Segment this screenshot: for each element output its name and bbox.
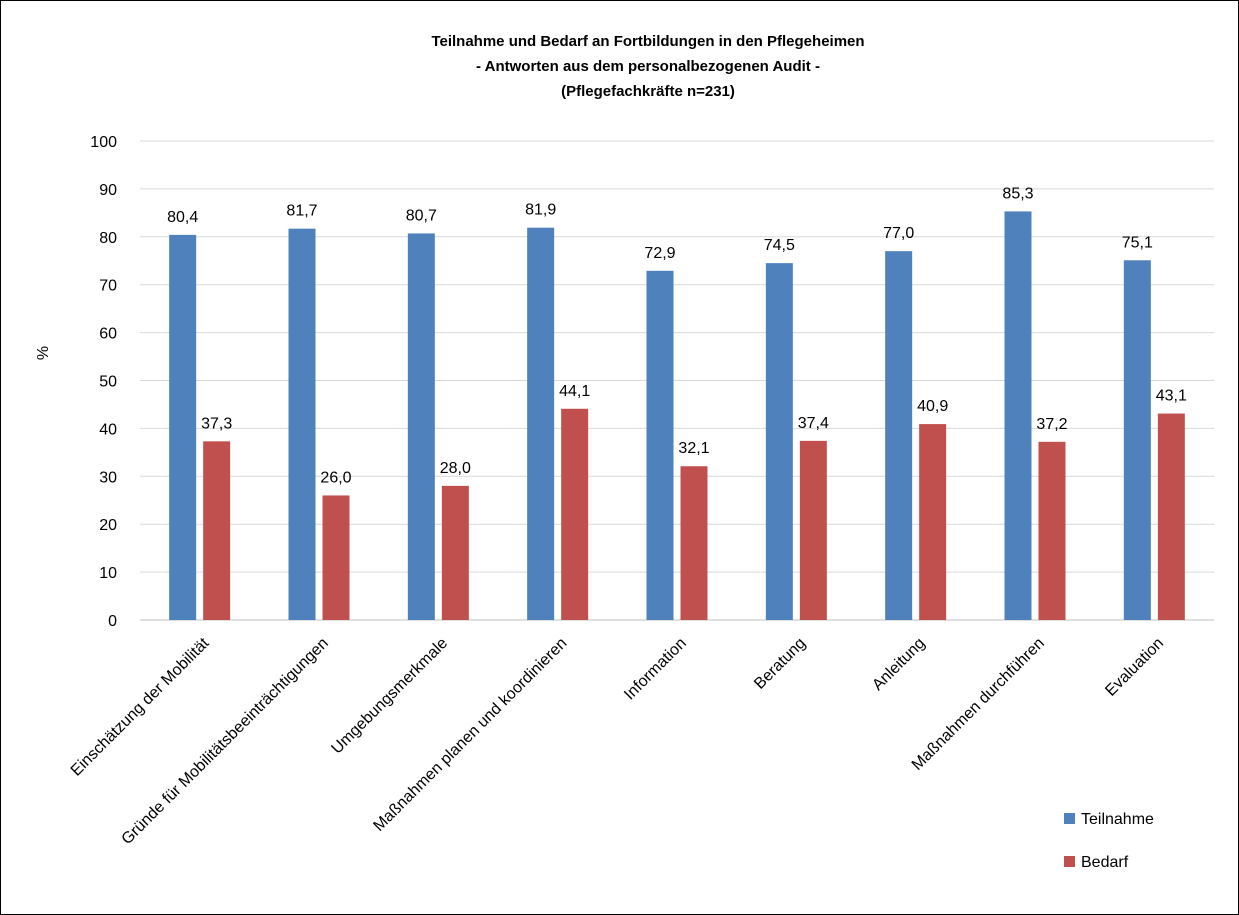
data-label-teilnahme-5: 72,9 (644, 245, 675, 262)
data-label-teilnahme-4: 81,9 (525, 202, 556, 219)
chart-title-line-2: - Antworten aus dem personalbezogenen Au… (476, 58, 820, 75)
chart-title: Teilnahme und Bedarf an Fortbildungen in… (431, 33, 864, 100)
y-tick-label: 50 (99, 374, 117, 391)
x-category-label-3: Umgebungsmerkmale (328, 635, 451, 758)
chart-title-line-1: Teilnahme und Bedarf an Fortbildungen in… (431, 33, 864, 50)
bars (169, 211, 1185, 621)
bar-bedarf-4 (561, 408, 589, 620)
data-label-bedarf-8: 37,2 (1036, 416, 1067, 433)
data-label-bedarf-2: 26,0 (320, 469, 351, 486)
data-label-bedarf-3: 28,0 (440, 460, 471, 477)
y-axis-ticks: 0 10 20 30 40 50 60 70 80 90 100 (90, 134, 117, 630)
gridlines (140, 140, 1214, 621)
x-category-label-6: Beratung (751, 635, 809, 693)
bar-bedarf-2 (322, 495, 350, 620)
legend-label-teilnahme: Teilnahme (1081, 811, 1154, 828)
y-tick-label: 0 (108, 613, 117, 630)
data-label-bedarf-5: 32,1 (678, 440, 709, 457)
bar-bedarf-8 (1038, 441, 1066, 620)
data-labels: 80,4 37,3 81,7 26,0 80,7 28,0 81,9 44,1 72,9 32,1… (167, 185, 1187, 486)
y-tick-label: 100 (90, 134, 117, 151)
data-label-teilnahme-8: 85,3 (1002, 185, 1033, 202)
bar-teilnahme-7 (885, 251, 913, 621)
legend-swatch-teilnahme (1064, 813, 1075, 824)
data-label-bedarf-6: 37,4 (798, 415, 829, 432)
bar-teilnahme-4 (527, 227, 555, 620)
data-label-bedarf-1: 37,3 (201, 415, 232, 432)
x-category-label-4: Maßnahmen planen und koordinieren (370, 635, 570, 835)
bar-teilnahme-6 (765, 263, 793, 620)
legend-label-bedarf: Bedarf (1081, 854, 1129, 871)
x-category-label-5: Information (621, 635, 690, 704)
data-label-teilnahme-9: 75,1 (1122, 234, 1153, 251)
data-label-teilnahme-1: 80,4 (167, 209, 198, 226)
y-tick-label: 40 (99, 421, 117, 438)
data-label-bedarf-7: 40,9 (917, 398, 948, 415)
bar-bedarf-7 (919, 424, 947, 620)
data-label-bedarf-9: 43,1 (1156, 388, 1187, 405)
bar-teilnahme-2 (288, 228, 316, 621)
x-category-label-9: Evaluation (1102, 635, 1167, 700)
data-label-teilnahme-6: 74,5 (764, 237, 795, 254)
bar-bedarf-5 (680, 466, 708, 620)
y-tick-label: 60 (99, 326, 117, 343)
x-category-label-7: Anleitung (869, 635, 928, 694)
data-label-teilnahme-3: 80,7 (406, 207, 437, 224)
bar-teilnahme-9 (1123, 260, 1151, 620)
bar-teilnahme-8 (1004, 211, 1032, 620)
legend-swatch-bedarf (1064, 856, 1075, 867)
data-label-teilnahme-7: 77,0 (883, 225, 914, 242)
x-category-label-8: Maßnahmen durchführen (909, 635, 1048, 774)
bar-teilnahme-1 (169, 234, 197, 620)
y-tick-label: 80 (99, 230, 117, 247)
x-category-label-2: Gründe für Mobilitätsbeeinträchtigungen (119, 635, 332, 848)
data-label-teilnahme-2: 81,7 (286, 203, 317, 220)
chart-title-line-3: (Pflegefachkräfte n=231) (561, 83, 735, 100)
legend: Teilnahme Bedarf (1064, 811, 1154, 871)
y-tick-label: 10 (99, 565, 117, 582)
y-axis-label: % (35, 346, 52, 360)
y-tick-label: 70 (99, 278, 117, 295)
data-label-bedarf-4: 44,1 (559, 383, 590, 400)
bar-bedarf-6 (799, 440, 827, 620)
bar-teilnahme-3 (407, 233, 435, 620)
x-category-label-1: Einschätzung der Mobilität (68, 634, 213, 779)
bar-bedarf-3 (441, 485, 469, 620)
bar-bedarf-9 (1157, 413, 1185, 620)
bar-bedarf-1 (203, 441, 231, 620)
y-tick-label: 90 (99, 182, 117, 199)
y-tick-label: 20 (99, 517, 117, 534)
y-tick-label: 30 (99, 469, 117, 486)
bar-teilnahme-5 (646, 270, 674, 620)
